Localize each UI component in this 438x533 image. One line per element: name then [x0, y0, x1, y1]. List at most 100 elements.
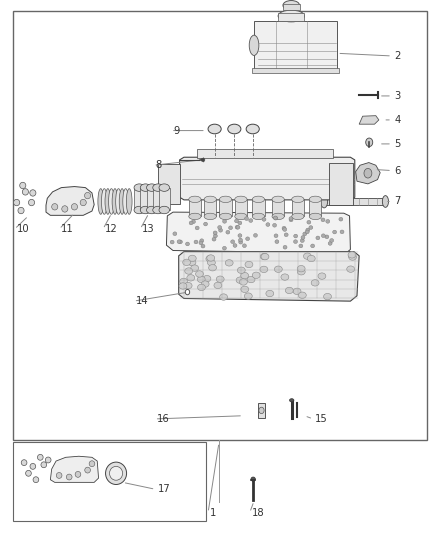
- Ellipse shape: [237, 267, 245, 273]
- Bar: [272, 199, 284, 216]
- Ellipse shape: [219, 213, 232, 220]
- Ellipse shape: [306, 228, 310, 232]
- Ellipse shape: [349, 254, 357, 260]
- Ellipse shape: [292, 213, 304, 220]
- Ellipse shape: [106, 462, 127, 484]
- Bar: [219, 199, 232, 216]
- Text: 6: 6: [394, 166, 401, 175]
- Ellipse shape: [300, 239, 304, 243]
- Ellipse shape: [188, 259, 196, 265]
- Ellipse shape: [197, 276, 205, 282]
- Ellipse shape: [109, 189, 114, 214]
- Text: 9: 9: [173, 126, 180, 135]
- Ellipse shape: [304, 253, 311, 260]
- Ellipse shape: [273, 216, 277, 220]
- Ellipse shape: [98, 189, 103, 214]
- Ellipse shape: [321, 218, 325, 222]
- Ellipse shape: [235, 219, 239, 223]
- Ellipse shape: [180, 278, 187, 285]
- Ellipse shape: [245, 261, 253, 268]
- Bar: [13, 442, 206, 521]
- Ellipse shape: [251, 477, 255, 481]
- Ellipse shape: [325, 235, 329, 239]
- Ellipse shape: [328, 241, 332, 245]
- Ellipse shape: [178, 240, 182, 244]
- Ellipse shape: [301, 236, 305, 239]
- Ellipse shape: [189, 221, 193, 225]
- Ellipse shape: [140, 206, 151, 214]
- Ellipse shape: [243, 244, 247, 248]
- Polygon shape: [359, 116, 379, 124]
- Ellipse shape: [134, 184, 145, 191]
- Ellipse shape: [292, 196, 304, 203]
- Ellipse shape: [185, 289, 190, 295]
- Bar: [146, 188, 157, 210]
- Bar: [134, 188, 145, 210]
- Ellipse shape: [179, 283, 187, 289]
- Ellipse shape: [89, 461, 95, 467]
- Ellipse shape: [233, 244, 237, 247]
- Ellipse shape: [239, 240, 243, 244]
- Text: 10: 10: [17, 224, 29, 234]
- Ellipse shape: [289, 217, 293, 221]
- Ellipse shape: [186, 242, 190, 246]
- Ellipse shape: [293, 240, 297, 244]
- Polygon shape: [46, 187, 94, 215]
- Ellipse shape: [110, 466, 123, 480]
- Ellipse shape: [247, 276, 255, 282]
- Text: 2: 2: [394, 51, 401, 61]
- Bar: [292, 199, 304, 216]
- Ellipse shape: [249, 219, 253, 222]
- Ellipse shape: [226, 230, 230, 234]
- Ellipse shape: [146, 206, 157, 214]
- Bar: [283, 4, 300, 10]
- Ellipse shape: [366, 138, 373, 147]
- Polygon shape: [180, 157, 355, 200]
- Ellipse shape: [347, 266, 355, 272]
- Ellipse shape: [219, 229, 223, 232]
- Ellipse shape: [191, 265, 198, 271]
- Ellipse shape: [238, 221, 242, 225]
- Ellipse shape: [307, 220, 311, 224]
- Ellipse shape: [153, 184, 163, 191]
- Ellipse shape: [252, 196, 265, 203]
- Ellipse shape: [303, 232, 307, 236]
- Ellipse shape: [199, 241, 203, 245]
- Ellipse shape: [235, 196, 247, 203]
- Ellipse shape: [204, 196, 216, 203]
- Text: 5: 5: [394, 139, 401, 149]
- Ellipse shape: [238, 233, 242, 237]
- Polygon shape: [50, 456, 99, 482]
- Ellipse shape: [294, 234, 298, 238]
- Polygon shape: [356, 163, 380, 184]
- Ellipse shape: [272, 223, 276, 227]
- Ellipse shape: [266, 290, 274, 297]
- Ellipse shape: [71, 204, 78, 210]
- Ellipse shape: [14, 199, 20, 206]
- Text: 1: 1: [210, 508, 217, 518]
- Text: 7: 7: [394, 197, 401, 206]
- Ellipse shape: [272, 213, 284, 220]
- Ellipse shape: [213, 234, 217, 238]
- Ellipse shape: [30, 190, 36, 196]
- Ellipse shape: [85, 467, 90, 473]
- Ellipse shape: [309, 196, 321, 203]
- Ellipse shape: [229, 226, 233, 230]
- Ellipse shape: [41, 462, 47, 468]
- Ellipse shape: [261, 254, 269, 260]
- Ellipse shape: [223, 246, 226, 250]
- Ellipse shape: [195, 226, 199, 230]
- Text: 3: 3: [394, 91, 400, 101]
- Ellipse shape: [333, 230, 337, 234]
- Ellipse shape: [289, 218, 293, 222]
- Ellipse shape: [56, 472, 62, 479]
- Text: 17: 17: [158, 484, 170, 494]
- Ellipse shape: [285, 287, 293, 294]
- Ellipse shape: [173, 232, 177, 236]
- Ellipse shape: [126, 189, 132, 214]
- Ellipse shape: [293, 288, 301, 295]
- Polygon shape: [179, 252, 359, 301]
- Ellipse shape: [28, 199, 35, 206]
- Ellipse shape: [153, 206, 163, 214]
- Ellipse shape: [284, 233, 288, 237]
